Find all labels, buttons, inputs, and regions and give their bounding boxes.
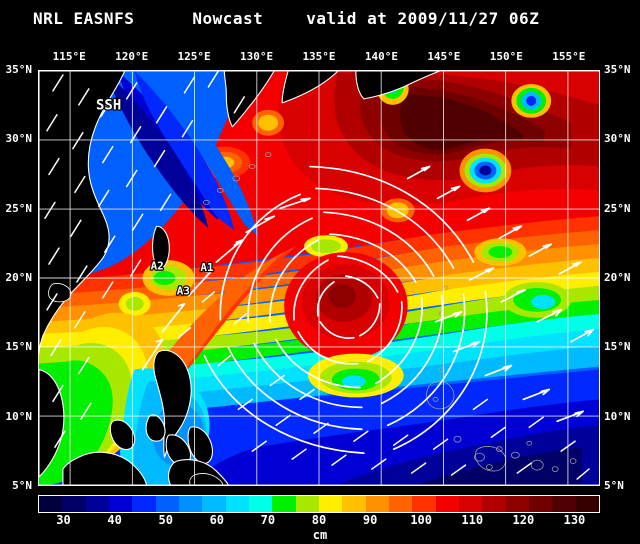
lon-tick-label: 150°E <box>489 50 523 63</box>
longitude-axis-top: 115°E 120°E 125°E 130°E 135°E 140°E 145°E 150°E… <box>0 50 640 66</box>
lat-tick-label-right: 30°N <box>604 132 631 146</box>
lat-tick-label-left: 20°N <box>5 271 33 284</box>
colorbar-block <box>575 496 599 512</box>
lat-tick-label-left: 30°N <box>5 132 33 146</box>
lat-tick-label-right: 15°N <box>604 340 631 354</box>
lon-tick-label: 140°E <box>364 50 398 63</box>
lat-tick-label-right: 35°N <box>604 63 631 76</box>
colorbar-block <box>155 496 179 512</box>
colorbar-block <box>528 496 553 512</box>
colorbar-block <box>482 496 506 512</box>
colorbar-tick-label: 70 <box>260 513 276 527</box>
colorbar-tick-label: 50 <box>158 513 173 527</box>
lon-tick-label: 120°E <box>115 50 149 63</box>
lon-tick-label: 145°E <box>427 50 461 63</box>
colorbar-tick-label: 120 <box>512 513 535 527</box>
colorbar-block <box>435 496 459 512</box>
lat-tick-label-left: 15°N <box>5 340 33 354</box>
colorbar-block <box>365 496 389 512</box>
colorbar-tick-label: 40 <box>107 513 122 527</box>
colorbar-tick-label: 110 <box>461 513 484 527</box>
colorbar-block <box>342 496 366 512</box>
colorbar-block <box>225 496 249 512</box>
colorbar-block <box>178 496 203 512</box>
map-annotation-a2: A2 <box>151 260 164 273</box>
lon-tick-label: 135°E <box>302 50 336 63</box>
ssh-field-map: SSH A1 A2 A3 <box>39 71 599 485</box>
lon-tick-label: 125°E <box>177 50 211 63</box>
colorbar-tick-label: 60 <box>209 513 225 527</box>
lat-tick-label-right: 5°N <box>604 479 624 492</box>
figure-title: NRL EASNFS Nowcast valid at 2009/11/27 0… <box>0 6 640 30</box>
colorbar-block <box>272 496 296 512</box>
map-annotation-ssh: SSH <box>96 98 121 114</box>
lat-tick-label-right: 25°N <box>604 201 631 215</box>
colorbar-tick-label: 30 <box>56 513 71 527</box>
colorbar-block <box>132 496 156 512</box>
colorbar-block <box>295 496 319 512</box>
colorbar-block <box>248 496 273 512</box>
colorbar-unit-label: cm <box>312 528 328 542</box>
colorbar-ticks: 30 40 50 60 70 80 90 100 110 120 130 <box>0 513 640 529</box>
colorbar-block <box>62 496 86 512</box>
lat-tick-label-left: 25°N <box>5 201 33 215</box>
map-annotation-a3: A3 <box>177 285 190 298</box>
colorbar-block <box>202 496 226 512</box>
lat-tick-label-left: 5°N <box>12 479 32 492</box>
title-model: NRL EASNFS <box>33 8 135 28</box>
map-plot-area: SSH A1 A2 A3 <box>38 70 600 486</box>
colorbar-block <box>108 496 133 512</box>
colorbar-block <box>552 496 576 512</box>
colorbar-tick-label: 100 <box>410 513 433 527</box>
lat-tick-label-left: 10°N <box>5 409 33 423</box>
title-product: Nowcast <box>192 8 264 28</box>
lon-tick-label: 155°E <box>552 50 586 63</box>
lat-tick-label-left: 35°N <box>5 63 33 76</box>
lat-tick-label-right: 10°N <box>604 409 631 423</box>
colorbar-block <box>412 496 436 512</box>
map-gridlines <box>39 71 599 485</box>
lon-tick-label: 130°E <box>239 50 274 63</box>
colorbar-block <box>388 496 413 512</box>
colorbar-block <box>458 496 483 512</box>
lon-tick-label: 115°E <box>52 50 86 63</box>
colorbar <box>38 495 600 513</box>
lat-tick-label-right: 20°N <box>604 271 631 284</box>
map-annotations: SSH A1 A2 A3 <box>95 96 215 298</box>
colorbar-tick-label: 90 <box>362 513 378 527</box>
colorbar-block <box>85 496 109 512</box>
colorbar-tick-label: 80 <box>311 513 327 527</box>
colorbar-block <box>505 496 529 512</box>
title-valid-time: valid at 2009/11/27 06Z <box>306 8 540 28</box>
map-annotation-a1: A1 <box>200 261 214 274</box>
colorbar-tick-label: 130 <box>563 513 586 527</box>
colorbar-block <box>318 496 343 512</box>
colorbar-block <box>39 496 63 512</box>
